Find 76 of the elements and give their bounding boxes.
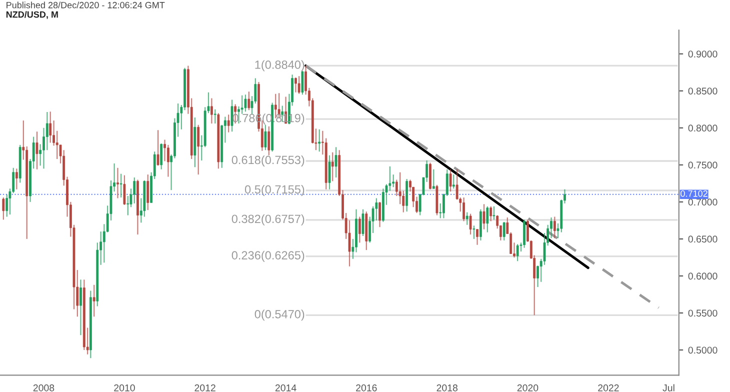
candlestick <box>160 142 163 170</box>
candlestick <box>244 94 247 112</box>
candlestick <box>120 173 122 198</box>
candlestick <box>123 174 126 206</box>
ref-line-label: 0.618(0.7553) <box>232 155 304 166</box>
chart-title: NZD/USD, M <box>6 11 58 20</box>
y-tick-label: 0.5000 <box>688 346 718 354</box>
candlestick <box>268 126 270 156</box>
candlestick <box>362 208 364 237</box>
candlestick <box>80 279 82 336</box>
candlestick <box>197 124 200 176</box>
candlestick <box>553 216 556 239</box>
candlestick <box>331 152 334 182</box>
x-tick-label: 2014 <box>275 384 296 392</box>
candlestick <box>432 168 435 190</box>
candlestick <box>2 196 5 220</box>
x-tick-label: 2008 <box>33 384 54 392</box>
candlestick <box>490 206 492 222</box>
candlestick <box>378 201 381 228</box>
candlestick <box>318 128 321 152</box>
x-tick-label: 2018 <box>436 384 458 392</box>
ref-line-label: 0.7102 <box>680 190 708 197</box>
candlestick <box>301 70 304 96</box>
y-tick-label: 0.9000 <box>688 50 718 58</box>
ref-line-label: 1(0.8840) <box>255 60 304 72</box>
candlestick <box>49 111 52 144</box>
candlestick <box>502 221 506 241</box>
y-tick-label: 0.8500 <box>688 88 718 95</box>
y-tick-label: 0.6000 <box>688 272 718 280</box>
candlestick <box>449 168 452 192</box>
candlestick <box>452 174 455 190</box>
candlestick <box>472 225 476 240</box>
x-tick-label: Jul <box>662 384 674 392</box>
candlestick <box>469 213 472 236</box>
y-tick-label: 0.7000 <box>688 198 718 206</box>
candlestick <box>358 216 361 244</box>
ref-line-label: 0.5(0.7155) <box>244 184 304 196</box>
candlestick <box>156 130 160 166</box>
x-tick-label: 2016 <box>356 384 377 392</box>
candlestick <box>92 284 96 318</box>
x-tick-label: 2010 <box>114 384 135 392</box>
ref-line-label: 0.236(0.6265) <box>232 250 304 262</box>
x-tick-label: 2020 <box>517 384 538 392</box>
candlestick <box>492 206 496 220</box>
candlestick <box>328 154 331 190</box>
candlestick <box>214 108 216 124</box>
candlestick <box>15 168 18 190</box>
candlestick <box>126 195 130 216</box>
candlestick <box>482 204 486 230</box>
candlestick <box>476 228 478 246</box>
x-tick-label: 2022 <box>598 384 619 392</box>
x-tick-label: 2012 <box>194 384 216 392</box>
candlestick <box>264 124 267 151</box>
ref-line-label: 0.382(0.6757) <box>232 214 304 226</box>
candlestick <box>146 174 150 211</box>
y-tick-label: 0.8000 <box>688 124 718 132</box>
y-tick-label: 0.7500 <box>688 162 718 169</box>
candlestick <box>294 77 297 93</box>
y-tick-label: 0.5500 <box>688 310 718 317</box>
candlestick <box>36 131 38 170</box>
candlestick <box>298 76 300 94</box>
candlestick <box>248 91 250 111</box>
ref-line-label: 0(0.5470) <box>254 310 304 321</box>
candlestick <box>486 206 489 233</box>
candlestick <box>133 176 136 204</box>
candlestick <box>210 98 213 124</box>
candlestick <box>462 196 465 222</box>
candlestick <box>227 114 230 133</box>
y-tick-label: 0.6500 <box>688 236 718 243</box>
candlestick <box>334 146 338 178</box>
text: Published 28/Dec/2020 - 12:06:24 GMT <box>6 2 165 8</box>
candlestick <box>230 99 234 132</box>
candlestick <box>516 244 519 262</box>
candlestick <box>523 219 526 248</box>
candlestick <box>116 167 119 199</box>
candlestick <box>466 212 468 226</box>
